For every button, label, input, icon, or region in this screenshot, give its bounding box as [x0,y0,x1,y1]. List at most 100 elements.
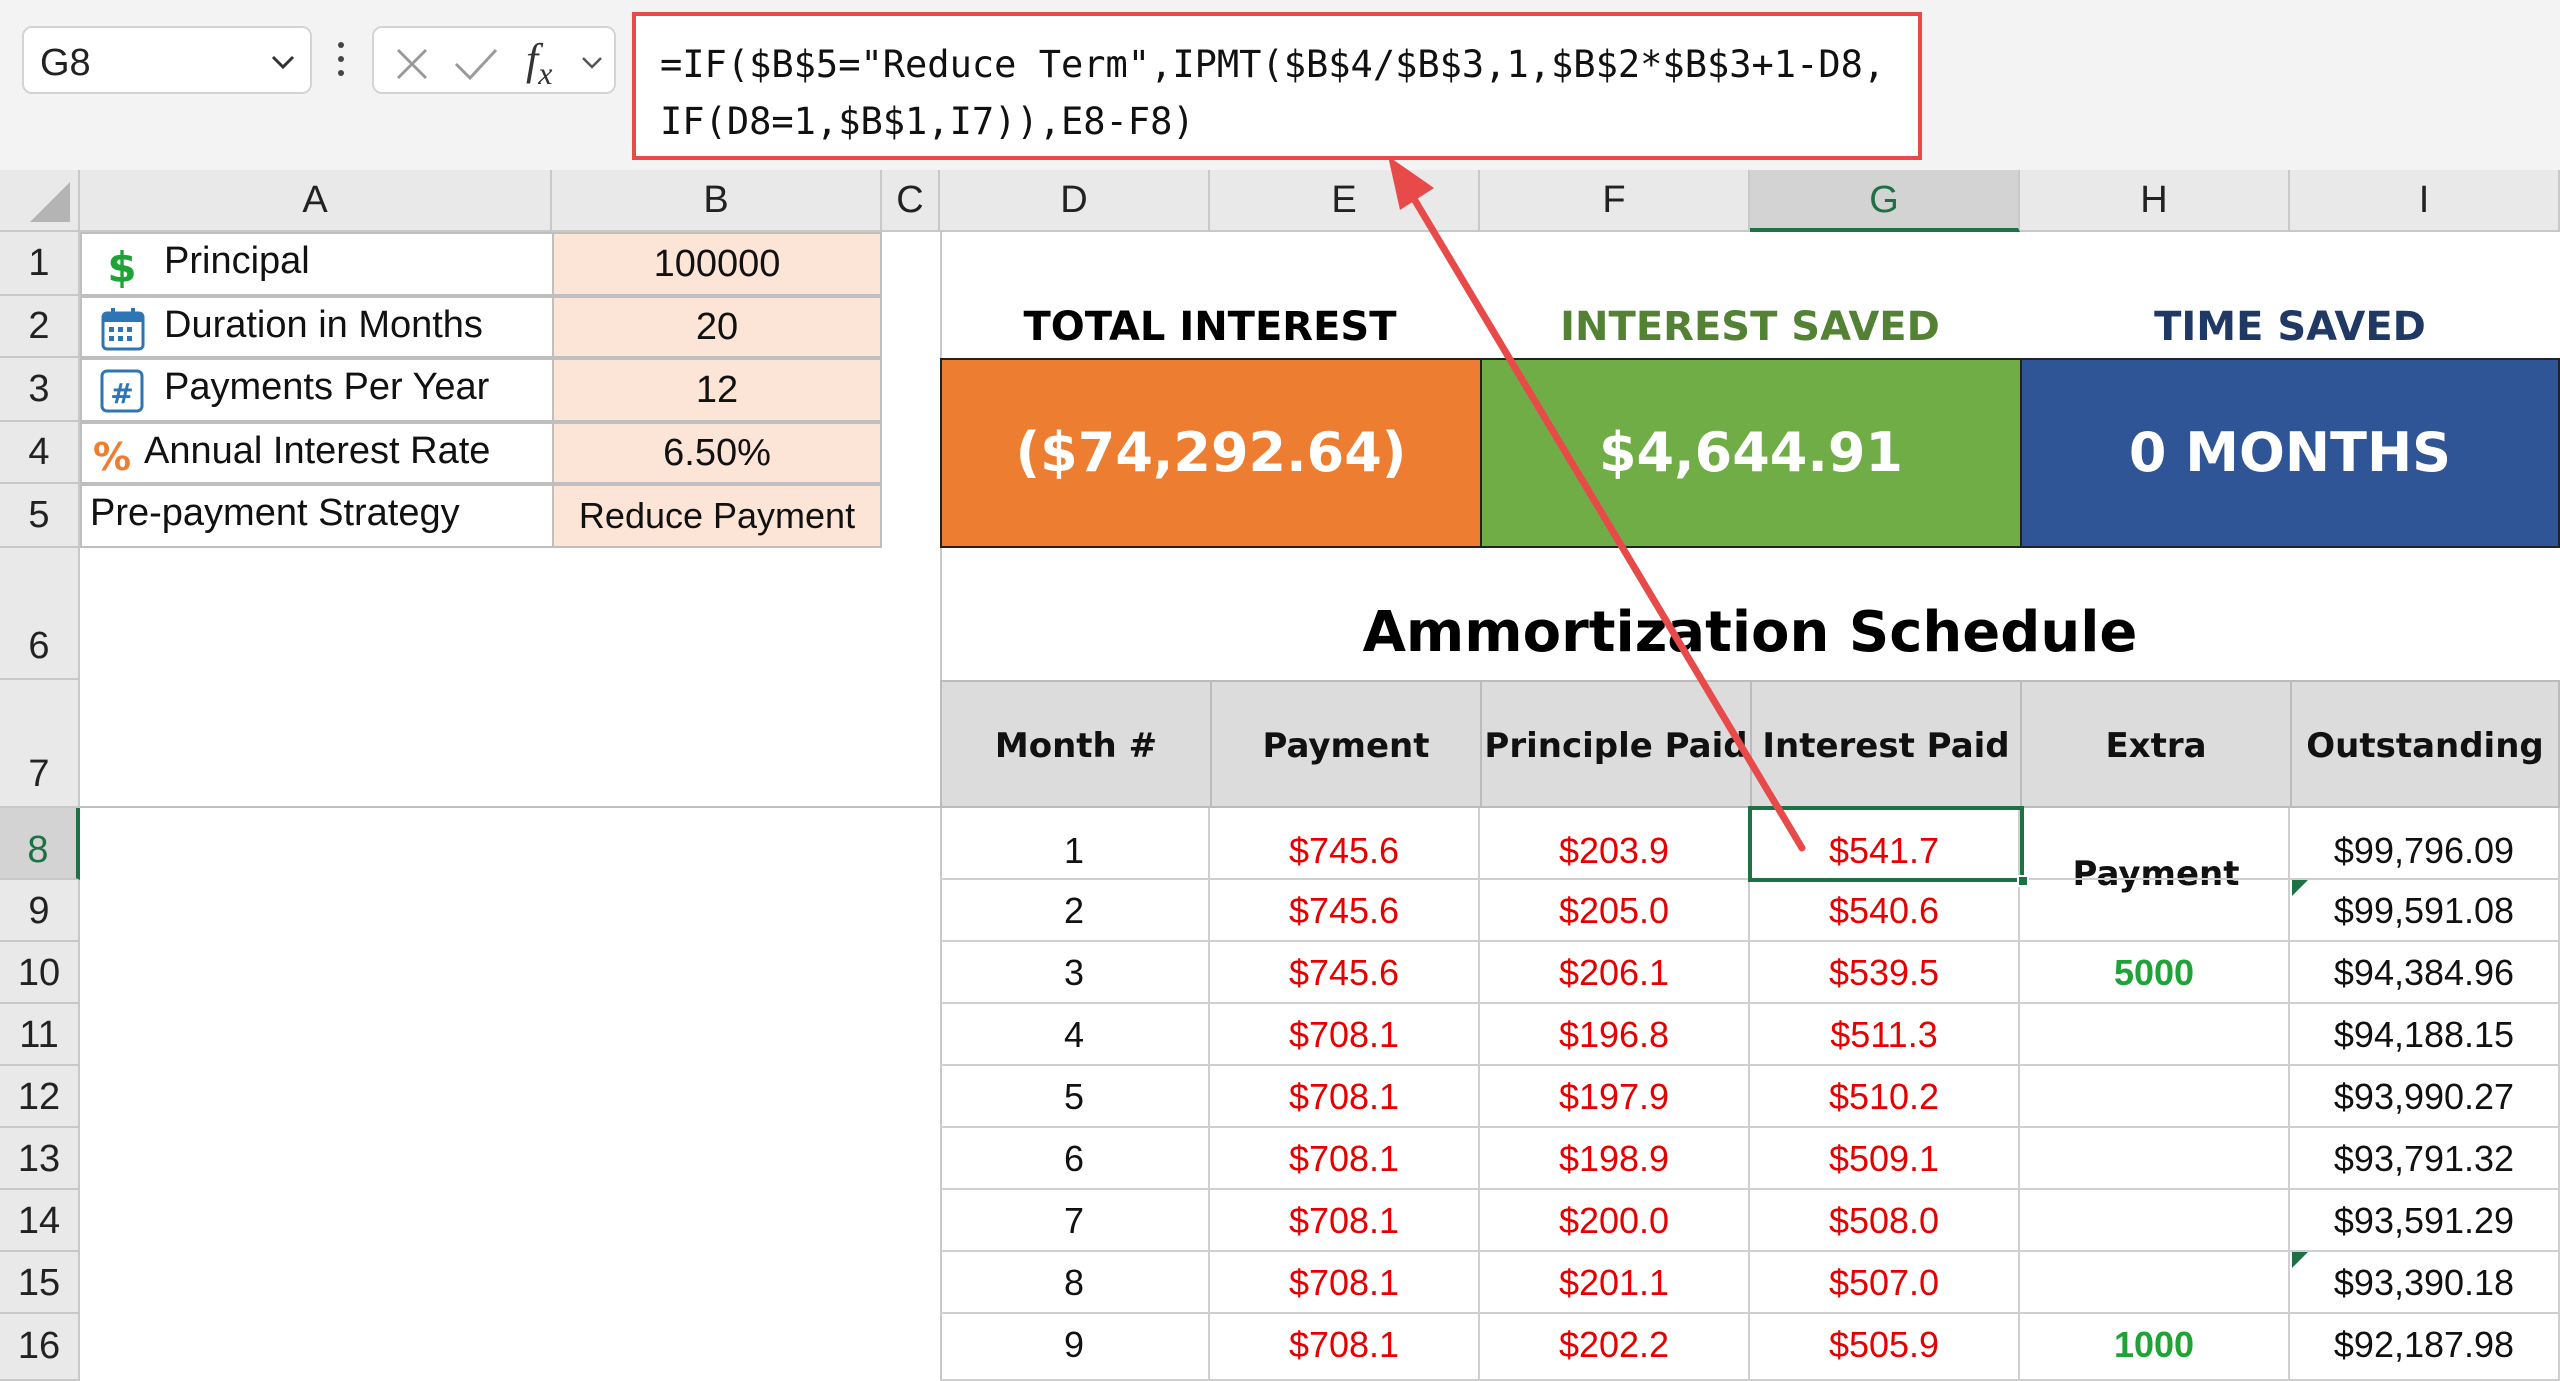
cell-extra-payment[interactable] [2020,808,2290,880]
row-header-6[interactable]: 6 [0,548,80,680]
cell-payment[interactable]: $708.1 [1210,1314,1480,1381]
cell-month[interactable]: 6 [940,1128,1210,1190]
column-header-b[interactable]: B [552,170,882,232]
cell-outstanding[interactable]: $94,188.15 [2290,1004,2560,1066]
enter-check-icon[interactable] [452,44,500,84]
cell-principle-paid[interactable]: $202.2 [1480,1314,1750,1381]
cell-payment[interactable]: $708.1 [1210,1252,1480,1314]
label-text: Principal [164,240,310,282]
input-interest-rate[interactable]: 6.50% [552,422,882,484]
formula-text: =IF($B$5="Reduce Term",IPMT($B$4/$B$3,1,… [660,36,1885,150]
row-header-14[interactable]: 14 [0,1190,80,1252]
cell-principle-paid[interactable]: $198.9 [1480,1128,1750,1190]
cell-outstanding[interactable]: $93,791.32 [2290,1128,2560,1190]
cell-outstanding[interactable]: $99,796.09 [2290,808,2560,880]
column-header-e[interactable]: E [1210,170,1480,232]
cell-month[interactable]: 1 [940,808,1210,880]
input-duration[interactable]: 20 [552,296,882,358]
cell-principle-paid[interactable]: $205.0 [1480,880,1750,942]
cell-interest-paid[interactable]: $510.2 [1750,1066,2020,1128]
chevron-down-icon[interactable] [580,56,604,70]
row-header-15[interactable]: 15 [0,1252,80,1314]
cell-interest-paid[interactable]: $508.0 [1750,1190,2020,1252]
cell-extra-payment[interactable] [2020,880,2290,942]
row-header-1[interactable]: 1 [0,232,80,296]
cell-interest-paid[interactable]: $505.9 [1750,1314,2020,1381]
fill-handle[interactable] [2017,875,2029,887]
cell-principle-paid[interactable]: $201.1 [1480,1252,1750,1314]
cell-principle-paid[interactable]: $196.8 [1480,1004,1750,1066]
header-interest-paid: Interest Paid [1750,680,2022,808]
input-principal[interactable]: 100000 [552,232,882,296]
input-payments-per-year[interactable]: 12 [552,358,882,422]
cell-payment[interactable]: $745.6 [1210,808,1480,880]
cell-month[interactable]: 4 [940,1004,1210,1066]
insert-function-icon[interactable]: fx [526,35,553,91]
cell-payment[interactable]: $708.1 [1210,1066,1480,1128]
column-header-h[interactable]: H [2020,170,2290,232]
cell-payment[interactable]: $708.1 [1210,1190,1480,1252]
cell-month[interactable]: 2 [940,880,1210,942]
grid-line [80,806,940,808]
cell-outstanding[interactable]: $94,384.96 [2290,942,2560,1004]
row-header-3[interactable]: 3 [0,358,80,422]
cell-outstanding[interactable]: $92,187.98 [2290,1314,2560,1381]
row-header-5[interactable]: 5 [0,484,80,548]
formula-line-1: =IF($B$5="Reduce Term",IPMT($B$4/$B$3,1,… [660,43,1886,86]
svg-text:%: % [93,435,131,478]
cell-outstanding[interactable]: $93,591.29 [2290,1190,2560,1252]
column-header-d[interactable]: D [940,170,1210,232]
cell-month[interactable]: 9 [940,1314,1210,1381]
column-header-a[interactable]: A [80,170,552,232]
cell-extra-payment[interactable] [2020,1190,2290,1252]
row-header-4[interactable]: 4 [0,422,80,484]
row-header-8[interactable]: 8 [0,808,80,880]
cell-month[interactable]: 8 [940,1252,1210,1314]
cell-payment[interactable]: $708.1 [1210,1128,1480,1190]
cell-payment[interactable]: $745.6 [1210,880,1480,942]
column-header-i[interactable]: I [2290,170,2560,232]
cell-outstanding[interactable]: $99,591.08 [2290,880,2560,942]
cell-payment[interactable]: $745.6 [1210,942,1480,1004]
cell-outstanding[interactable]: $93,390.18 [2290,1252,2560,1314]
cell-extra-payment[interactable]: 1000 [2020,1314,2290,1381]
cell-interest-paid[interactable]: $511.3 [1750,1004,2020,1066]
cell-interest-paid[interactable]: $539.5 [1750,942,2020,1004]
column-header-c[interactable]: C [882,170,940,232]
cell-outstanding[interactable]: $93,990.27 [2290,1066,2560,1128]
cell-principle-paid[interactable]: $197.9 [1480,1066,1750,1128]
row-header-7[interactable]: 7 [0,680,80,808]
name-box[interactable]: G8 [22,26,312,94]
row-header-9[interactable]: 9 [0,880,80,942]
cell-month[interactable]: 7 [940,1190,1210,1252]
cell-extra-payment[interactable] [2020,1252,2290,1314]
cell-principle-paid[interactable]: $200.0 [1480,1190,1750,1252]
cancel-icon[interactable] [392,44,432,84]
cell-extra-payment[interactable]: 5000 [2020,942,2290,1004]
cell-interest-paid[interactable]: $507.0 [1750,1252,2020,1314]
cell-month[interactable]: 3 [940,942,1210,1004]
column-header-f[interactable]: F [1480,170,1750,232]
cell-principle-paid[interactable]: $206.1 [1480,942,1750,1004]
row-header-16[interactable]: 16 [0,1314,80,1381]
selected-cell-g8[interactable] [1748,806,2029,887]
row-header-13[interactable]: 13 [0,1128,80,1190]
formula-input[interactable]: =IF($B$5="Reduce Term",IPMT($B$4/$B$3,1,… [632,12,1922,160]
column-header-g[interactable]: G [1750,170,2020,232]
cell-extra-payment[interactable] [2020,1004,2290,1066]
cell-payment[interactable]: $708.1 [1210,1004,1480,1066]
select-all-button[interactable] [0,170,80,232]
cell-month[interactable]: 5 [940,1066,1210,1128]
cell-extra-payment[interactable] [2020,1128,2290,1190]
chevron-down-icon[interactable] [270,54,296,70]
row-header-2[interactable]: 2 [0,296,80,358]
cell-extra-payment[interactable] [2020,1066,2290,1128]
input-prepayment-strategy[interactable]: Reduce Payment [552,484,882,548]
more-options-icon[interactable] [334,36,348,82]
row-header-11[interactable]: 11 [0,1004,80,1066]
cell-principle-paid[interactable]: $203.9 [1480,808,1750,880]
cell-interest-paid[interactable]: $509.1 [1750,1128,2020,1190]
row-header-10[interactable]: 10 [0,942,80,1004]
cell-interest-paid[interactable]: $540.6 [1750,880,2020,942]
row-header-12[interactable]: 12 [0,1066,80,1128]
